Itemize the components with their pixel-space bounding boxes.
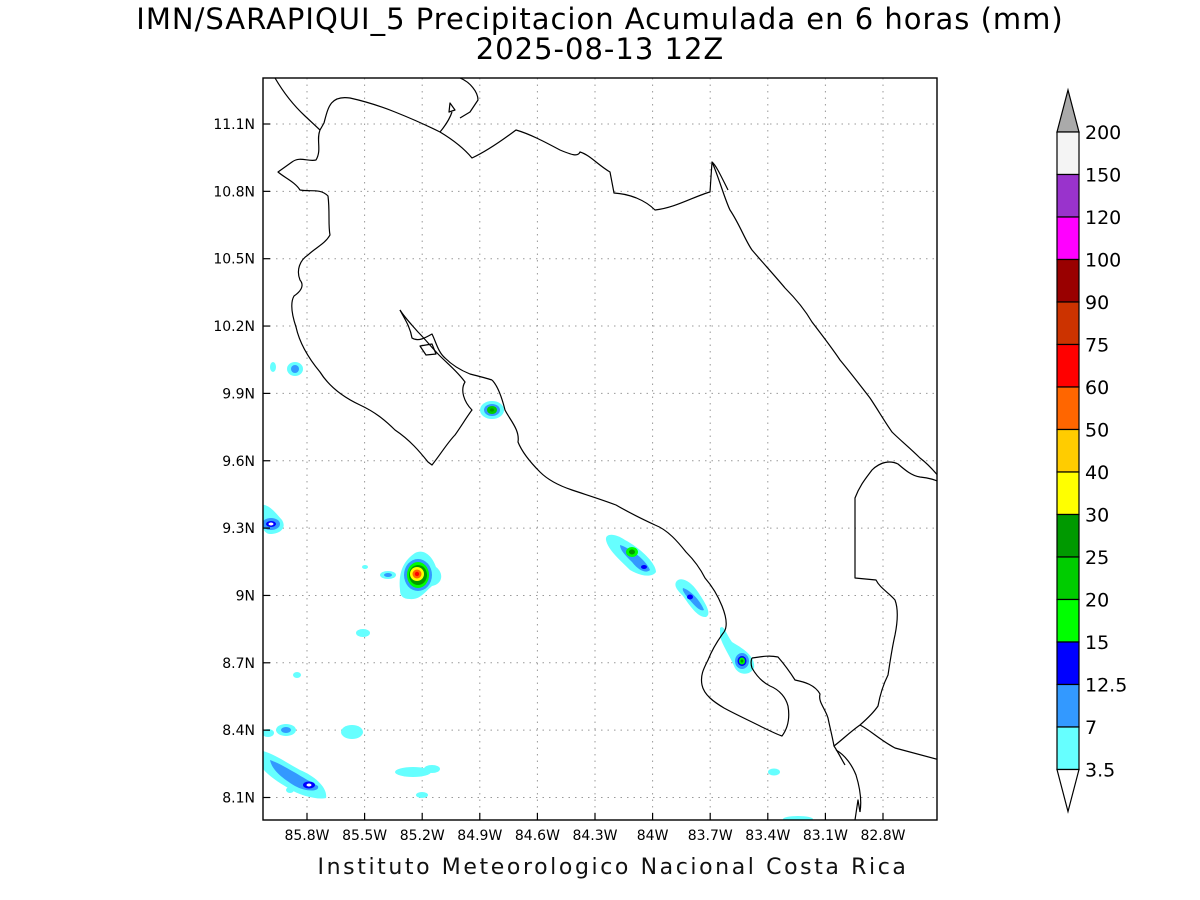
colorbar-swatch	[1056, 726, 1080, 771]
colorbar-label: 60	[1085, 377, 1109, 399]
colorbar-label: 150	[1085, 165, 1121, 187]
colorbar-label: 3.5	[1085, 760, 1115, 782]
y-tick-label: 9.6N	[222, 454, 255, 470]
precipitation-field	[263, 362, 813, 820]
x-tick-label: 85.8W	[284, 828, 329, 844]
precip-cell	[720, 627, 755, 674]
y-tick-label: 10.8N	[213, 184, 255, 200]
y-tick-label: 9N	[236, 588, 255, 604]
latitude-axis: 11.1N 10.8N 10.5N 10.2N 9.9N 9.6N 9.3N 9N 8.7N 8.…	[213, 117, 270, 807]
colorbar-label: 20	[1085, 590, 1109, 612]
colorbar-swatch	[1056, 343, 1080, 388]
colorbar-swatch	[1056, 173, 1080, 218]
y-tick-label: 8.1N	[222, 791, 255, 807]
map-title: IMN/SARAPIQUI_5 Precipitacion Acumulada …	[136, 2, 1064, 36]
y-tick-label: 10.2N	[213, 319, 255, 335]
precip-cell	[263, 751, 327, 799]
x-tick-label: 84.3W	[572, 828, 617, 844]
x-tick-label: 83.1W	[803, 828, 848, 844]
colorbar-swatch	[1056, 513, 1080, 558]
map-grid	[263, 78, 937, 820]
map-subtitle-datetime: 2025-08-13 12Z	[475, 32, 725, 66]
credit-text: Instituto Meteorologico Nacional Costa R…	[317, 855, 909, 880]
y-tick-label: 9.3N	[222, 521, 255, 537]
colorbar-label: 25	[1085, 547, 1109, 569]
colorbar-swatch	[1056, 556, 1080, 601]
precip-cell	[263, 504, 284, 534]
colorbar-swatch	[1056, 301, 1080, 346]
coastline	[274, 78, 937, 820]
colorbar-swatch	[1056, 386, 1080, 431]
colorbar-label: 120	[1085, 207, 1121, 229]
colorbar-label: 200	[1085, 122, 1121, 144]
colorbar-label: 50	[1085, 420, 1109, 442]
y-tick-label: 8.7N	[222, 656, 255, 672]
x-tick-label: 85.5W	[342, 828, 387, 844]
x-tick-label: 84W	[637, 828, 669, 844]
colorbar-label: 30	[1085, 505, 1109, 527]
colorbar-swatch	[1056, 216, 1080, 261]
precip-cell	[362, 551, 442, 600]
x-tick-label: 84.9W	[457, 828, 502, 844]
y-tick-label: 8.4N	[222, 723, 255, 739]
colorbar-swatch	[1056, 258, 1080, 303]
colorbar-min-arrow	[1056, 768, 1080, 814]
y-tick-label: 9.9N	[222, 386, 255, 402]
colorbar-label: 90	[1085, 292, 1109, 314]
colorbar-label: 40	[1085, 462, 1109, 484]
precip-cell	[675, 579, 709, 618]
precip-cell	[480, 401, 504, 419]
y-tick-label: 11.1N	[213, 117, 255, 133]
colorbar-label: 75	[1085, 335, 1109, 357]
x-tick-label: 82.8W	[860, 828, 905, 844]
colorbar-label: 100	[1085, 250, 1121, 272]
colorbar-legend: 200 150 120 100 90 75 60 50 40 30 25 20 15 12.5 7 3.5	[1056, 87, 1127, 814]
map-frame	[262, 77, 938, 821]
colorbar-swatch	[1056, 598, 1080, 643]
precip-cell	[263, 362, 813, 820]
x-tick-label: 85.2W	[400, 828, 445, 844]
colorbar-swatch	[1056, 641, 1080, 686]
x-tick-label: 83.4W	[745, 828, 790, 844]
colorbar-max-arrow	[1056, 87, 1080, 133]
colorbar-swatch	[1056, 131, 1080, 176]
y-tick-label: 10.5N	[213, 252, 255, 268]
map-background	[263, 78, 937, 820]
precip-cell	[605, 534, 656, 576]
x-tick-label: 84.6W	[515, 828, 560, 844]
colorbar-label: 12.5	[1085, 675, 1127, 697]
colorbar-label: 7	[1085, 717, 1097, 739]
colorbar-label: 15	[1085, 632, 1109, 654]
colorbar-swatch	[1056, 471, 1080, 516]
x-tick-label: 83.7W	[688, 828, 733, 844]
colorbar-swatch	[1056, 428, 1080, 473]
colorbar-swatch	[1056, 683, 1080, 728]
longitude-axis: 85.8W 85.5W 85.2W 84.9W 84.6W 84.3W 84W 83.7W 83…	[284, 813, 906, 844]
